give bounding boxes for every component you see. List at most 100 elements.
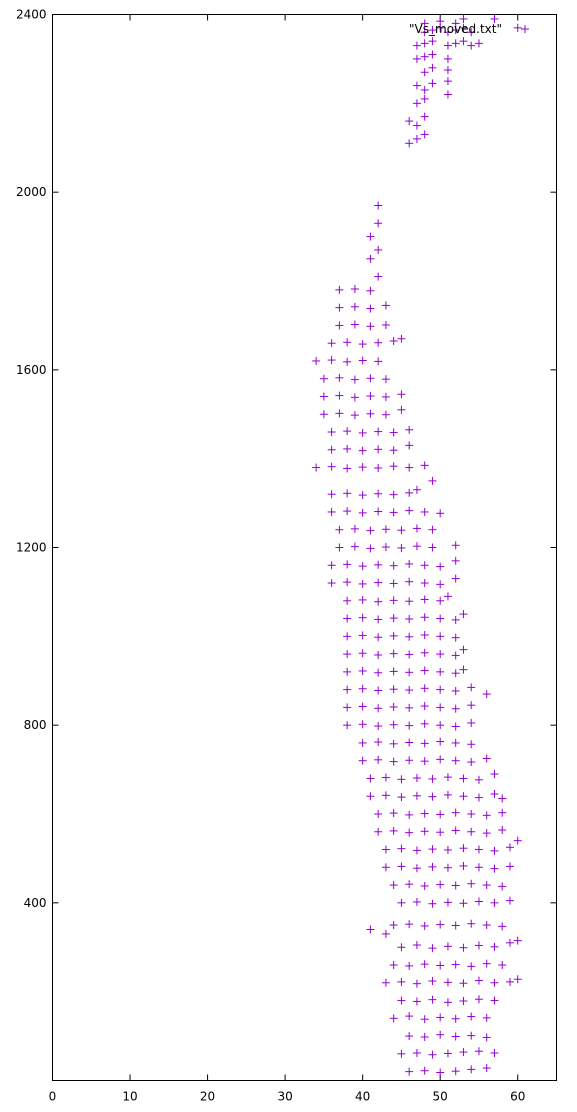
data-point <box>358 356 367 365</box>
data-point <box>381 791 390 800</box>
data-point <box>443 845 452 854</box>
data-point <box>467 28 476 37</box>
data-point <box>420 561 429 570</box>
y-tick-label: 800 <box>24 718 47 732</box>
data-point <box>358 756 367 765</box>
data-point <box>358 491 367 500</box>
data-point <box>389 720 398 729</box>
data-point <box>490 864 499 873</box>
y-tick-label: 1600 <box>16 363 47 377</box>
data-point <box>428 1050 437 1059</box>
data-point <box>474 995 483 1004</box>
data-point <box>405 559 414 568</box>
data-point <box>319 374 328 383</box>
data-point <box>482 690 491 699</box>
data-point <box>381 392 390 401</box>
x-tick-label: 30 <box>277 1090 292 1104</box>
data-point <box>474 976 483 985</box>
data-point <box>451 615 460 624</box>
data-point <box>467 1065 476 1074</box>
data-point <box>381 320 390 329</box>
data-point <box>405 488 414 497</box>
data-point <box>374 427 383 436</box>
data-point <box>436 1013 445 1022</box>
data-point <box>389 739 398 748</box>
data-point <box>381 773 390 782</box>
data-point <box>420 809 429 818</box>
data-point <box>412 897 421 906</box>
data-point <box>397 996 406 1005</box>
data-point <box>467 740 476 749</box>
data-point <box>420 757 429 766</box>
data-point <box>490 770 499 779</box>
data-point <box>389 649 398 658</box>
data-point <box>443 77 452 86</box>
data-point <box>412 864 421 873</box>
data-point <box>428 774 437 783</box>
data-point <box>358 684 367 693</box>
data-point <box>459 792 468 801</box>
data-point <box>366 774 375 783</box>
data-point <box>381 375 390 384</box>
data-point <box>389 596 398 605</box>
data-point <box>420 1032 429 1041</box>
data-point <box>405 1032 414 1041</box>
data-point <box>420 684 429 693</box>
data-point <box>451 669 460 678</box>
data-point <box>436 828 445 837</box>
data-point <box>343 667 352 676</box>
data-point <box>358 446 367 455</box>
data-point <box>350 320 359 329</box>
data-point <box>451 738 460 747</box>
data-point <box>443 66 452 75</box>
data-point <box>412 54 421 63</box>
data-points <box>312 14 522 1077</box>
data-point <box>436 737 445 746</box>
data-point <box>350 393 359 402</box>
data-point <box>436 667 445 676</box>
data-point <box>405 139 414 148</box>
data-point <box>482 811 491 820</box>
data-point <box>420 94 429 103</box>
data-point <box>467 683 476 692</box>
data-point <box>451 686 460 695</box>
data-point <box>443 90 452 99</box>
data-point <box>405 1067 414 1076</box>
data-point <box>459 665 468 674</box>
data-point <box>420 719 429 728</box>
data-point <box>412 774 421 783</box>
data-point <box>327 339 336 348</box>
data-point <box>420 613 429 622</box>
data-point <box>366 526 375 535</box>
data-point <box>412 99 421 108</box>
data-point <box>343 444 352 453</box>
data-point <box>505 862 514 871</box>
data-point <box>459 14 468 23</box>
data-point <box>389 462 398 471</box>
data-point <box>343 357 352 366</box>
data-point <box>451 704 460 713</box>
data-point <box>474 39 483 48</box>
data-point <box>358 508 367 517</box>
data-point <box>436 650 445 659</box>
data-point <box>428 977 437 986</box>
data-point <box>482 881 491 890</box>
data-point <box>513 23 522 32</box>
data-point <box>405 810 414 819</box>
data-point <box>420 666 429 675</box>
data-point <box>482 829 491 838</box>
x-tick-label: 20 <box>200 1090 215 1104</box>
data-point <box>397 405 406 414</box>
data-point <box>366 925 375 934</box>
data-point <box>397 334 406 343</box>
data-point <box>335 525 344 534</box>
data-point <box>405 1012 414 1021</box>
data-point <box>405 117 414 126</box>
data-point <box>428 525 437 534</box>
data-point <box>389 561 398 570</box>
data-point <box>397 943 406 952</box>
data-point <box>420 579 429 588</box>
data-point <box>482 754 491 763</box>
data-point <box>451 556 460 565</box>
data-point <box>389 614 398 623</box>
